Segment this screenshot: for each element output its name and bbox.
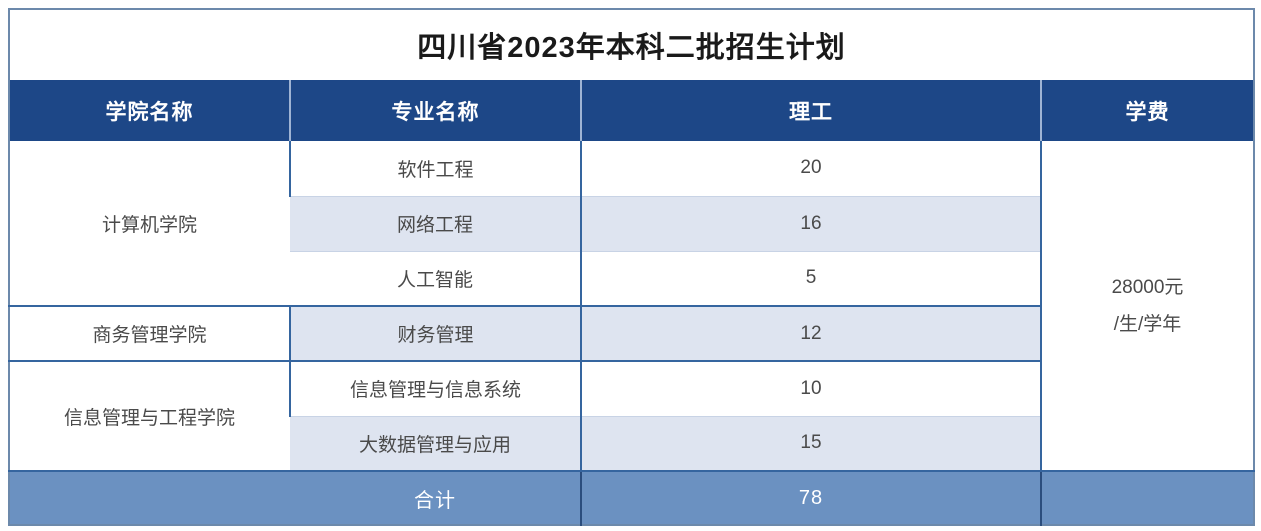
table-row: 商务管理学院 财务管理 12 bbox=[9, 305, 1254, 361]
column-header-tuition: 学费 bbox=[1039, 80, 1255, 141]
count-cell: 20 bbox=[580, 141, 1041, 196]
table-row: 信息管理与工程学院 信息管理与信息系统 10 bbox=[9, 360, 1254, 471]
tuition-cell: 28000元 /生/学年 bbox=[1039, 141, 1255, 471]
table-header-row: 学院名称 专业名称 理工 学费 bbox=[9, 80, 1255, 141]
major-cell: 软件工程 bbox=[289, 141, 581, 196]
table-row: 大数据管理与应用 15 bbox=[9, 415, 1254, 471]
count-cell: 5 bbox=[580, 250, 1041, 306]
table-title-row: 四川省2023年本科二批招生计划 bbox=[9, 9, 1255, 80]
footer-total-label: 合计 bbox=[290, 470, 581, 525]
count-cell: 15 bbox=[580, 415, 1041, 471]
footer-total-value: 78 bbox=[580, 470, 1041, 525]
table-row: 人工智能 5 bbox=[9, 250, 1254, 306]
count-cell: 16 bbox=[580, 195, 1041, 251]
table-title: 四川省2023年本科二批招生计划 bbox=[9, 9, 1255, 80]
major-cell: 大数据管理与应用 bbox=[290, 415, 581, 471]
college-cell: 商务管理学院 bbox=[9, 305, 290, 361]
college-cell: 信息管理与工程学院 bbox=[9, 360, 290, 471]
table-footer-row: 合计 78 bbox=[9, 470, 1255, 525]
college-cell: 计算机学院 bbox=[9, 141, 290, 306]
footer-empty-cell bbox=[1039, 470, 1255, 525]
column-header-college: 学院名称 bbox=[9, 80, 290, 141]
major-cell: 信息管理与信息系统 bbox=[289, 360, 581, 416]
major-cell: 网络工程 bbox=[290, 195, 581, 251]
tuition-line2: /生/学年 bbox=[1113, 313, 1182, 335]
major-cell: 人工智能 bbox=[290, 250, 581, 306]
column-header-major: 专业名称 bbox=[289, 80, 581, 141]
count-cell: 12 bbox=[580, 305, 1041, 361]
tuition-line1: 28000元 bbox=[1111, 276, 1184, 298]
enrollment-plan-table: 四川省2023年本科二批招生计划 学院名称 专业名称 理工 学费 计算机学院 软… bbox=[8, 8, 1256, 526]
table-row: 网络工程 16 bbox=[9, 195, 1254, 251]
table-row: 计算机学院 软件工程 20 28000元 /生/学年 bbox=[9, 141, 1255, 471]
column-header-science: 理工 bbox=[580, 80, 1041, 141]
count-cell: 10 bbox=[580, 360, 1041, 416]
footer-empty-cell bbox=[9, 470, 290, 525]
major-cell: 财务管理 bbox=[289, 305, 581, 361]
